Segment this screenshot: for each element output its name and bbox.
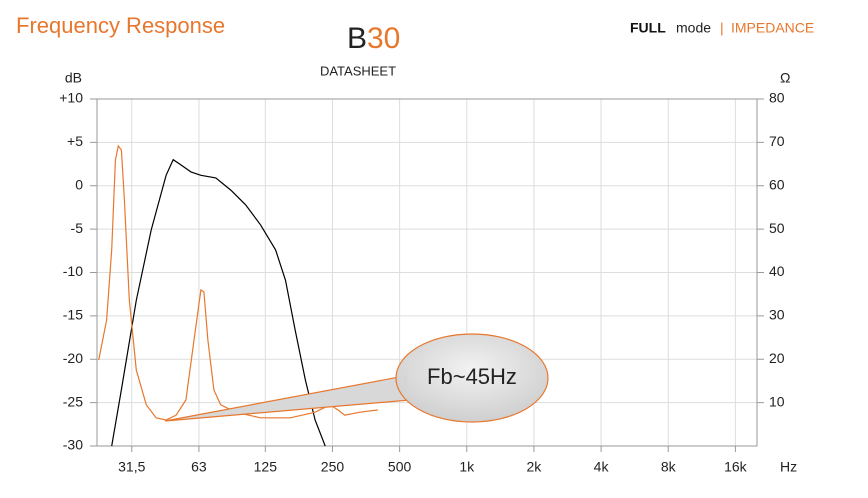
subtitle: DATASHEET — [320, 63, 396, 78]
callout: Fb~45Hz — [164, 333, 549, 423]
series-line — [98, 144, 378, 421]
separator: | — [720, 20, 724, 36]
model-prefix: B — [347, 22, 367, 55]
y2-tick-label: 40 — [769, 263, 785, 279]
y-tick-label: -10 — [63, 263, 83, 279]
y-tick-label: 0 — [75, 176, 83, 192]
x-tick-label: 250 — [321, 459, 345, 475]
y-tick-label: -20 — [63, 350, 83, 366]
y2-tick-label: 50 — [769, 220, 785, 236]
mode-alt[interactable]: IMPEDANCE — [731, 20, 814, 36]
series-line — [111, 158, 326, 447]
callout-join — [403, 375, 409, 399]
callout-bubble — [395, 333, 549, 423]
y2-tick-label: 10 — [769, 393, 785, 409]
y2-tick-label: 60 — [769, 176, 785, 192]
y-tick-label: +5 — [67, 133, 83, 149]
y-tick-label: +10 — [59, 90, 83, 106]
x-tick-label: 500 — [388, 459, 412, 475]
mode-strong: FULL — [630, 20, 666, 36]
x-tick-label: 1k — [459, 459, 475, 475]
x-tick-label: 8k — [661, 459, 677, 475]
y2-tick-label: 80 — [769, 90, 785, 106]
plot-area: 31,5 63 125 250 500 1k 2k 4k 8k 16k-30-25-20-15-1… — [59, 90, 785, 475]
x-tick-label: 2k — [527, 459, 543, 475]
x-axis-label: Hz — [780, 459, 797, 475]
y-tick-label: -25 — [63, 393, 83, 409]
x-tick-label: 125 — [254, 459, 278, 475]
y-tick-label: -15 — [63, 307, 83, 323]
y2-tick-label: 70 — [769, 133, 785, 149]
model-number: 30 — [367, 22, 400, 55]
y-tick-label: -5 — [71, 220, 84, 236]
y-tick-label: -30 — [63, 437, 83, 453]
y-axis-label: dB — [65, 70, 82, 86]
x-tick-label: 63 — [191, 459, 207, 475]
annotation: Fb~45Hz — [427, 364, 517, 389]
callout-pointer — [164, 374, 411, 422]
y2-tick-label: 30 — [769, 307, 785, 323]
x-tick-label: 16k — [724, 459, 748, 475]
y2-tick-label: 20 — [769, 350, 785, 366]
x-tick-label: 4k — [594, 459, 610, 475]
chart-title: Frequency Response — [16, 13, 225, 38]
y2-axis-label: Ω — [780, 70, 790, 86]
mode-text: mode — [676, 20, 711, 36]
x-tick-label: 31,5 — [118, 459, 145, 475]
